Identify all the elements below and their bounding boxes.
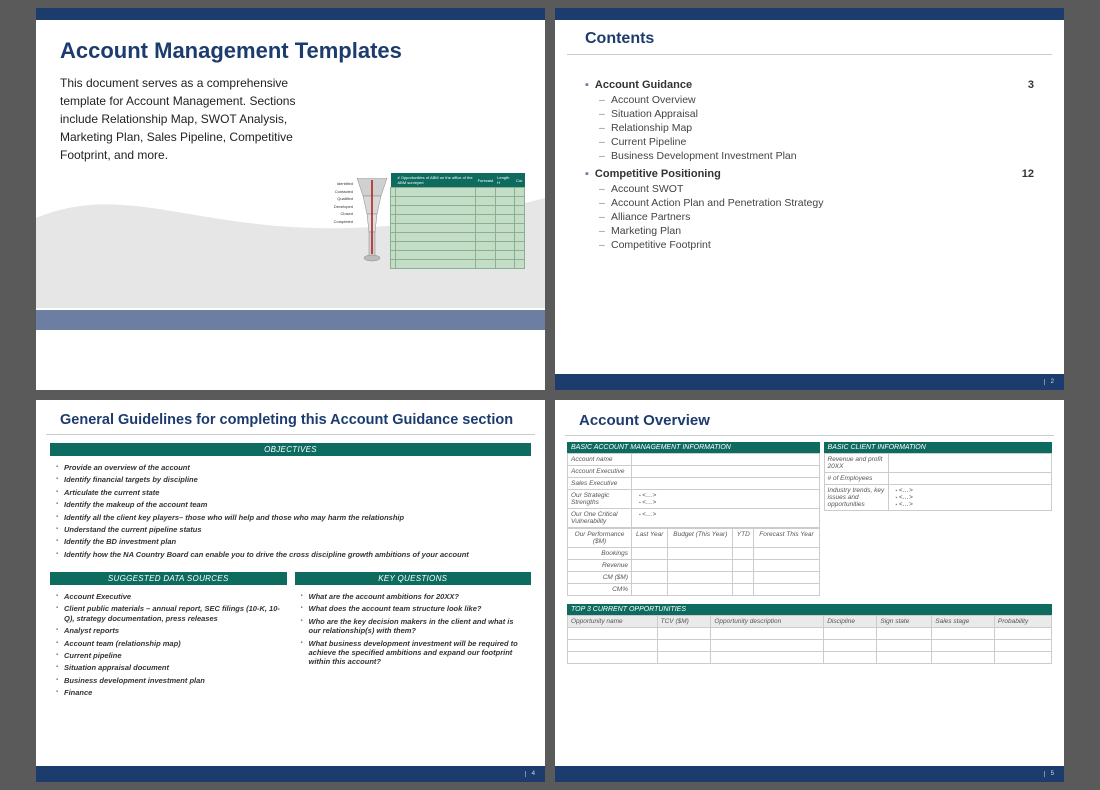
guidelines-body: OBJECTIVES Provide an overview of the ac…	[36, 443, 545, 766]
list-item: Account Executive	[56, 592, 281, 601]
opportunities-header: TOP 3 CURRENT OPPORTUNITIES	[567, 604, 1052, 615]
basic-client-column: BASIC CLIENT INFORMATION Revenue and pro…	[824, 442, 1052, 596]
list-item: Provide an overview of the account	[56, 463, 525, 472]
slide-title: Account Management Templates This docume…	[36, 8, 545, 390]
toc-item: Relationship Map	[585, 122, 1034, 134]
list-item: Identify all the client key players– tho…	[56, 513, 525, 522]
funnel-stage-label: Completed	[334, 218, 353, 226]
toc-section: ▪Account Guidance3	[585, 79, 1034, 91]
list-item: Who are the key decision makers in the c…	[301, 617, 526, 636]
list-item: Client public materials – annual report,…	[56, 604, 281, 623]
questions-list: What are the account ambitions for 20XX?…	[295, 585, 532, 674]
funnel-icon	[357, 178, 387, 268]
slide-account-overview: Account Overview BASIC ACCOUNT MANAGEMEN…	[555, 400, 1064, 782]
opportunities-section: TOP 3 CURRENT OPPORTUNITIES Opportunity …	[567, 604, 1052, 664]
slide-contents: Contents ▪Account Guidance3 Account Overv…	[555, 8, 1064, 390]
funnel-stage-label: Contacted	[334, 188, 353, 196]
contents-title: Contents	[567, 20, 1052, 55]
basic-mgmt-column: BASIC ACCOUNT MANAGEMENT INFORMATION Acc…	[567, 442, 820, 596]
funnel-stage-label: Qualified	[334, 195, 353, 203]
accent-band	[36, 310, 545, 330]
sources-column: SUGGESTED DATA SOURCES Account Executive…	[50, 572, 287, 704]
toc-item: Account Overview	[585, 94, 1034, 106]
list-item: Understand the current pipeline status	[56, 525, 525, 534]
toc-item: Situation Appraisal	[585, 108, 1034, 120]
list-item: Identify the makeup of the account team	[56, 500, 525, 509]
questions-column: KEY QUESTIONS What are the account ambit…	[295, 572, 532, 704]
list-item: Identify the BD investment plan	[56, 537, 525, 546]
toc-item: Account Action Plan and Penetration Stra…	[585, 197, 1034, 209]
toc-item: Business Development Investment Plan	[585, 150, 1034, 162]
main-title: Account Management Templates	[36, 20, 545, 74]
list-item: What business development investment wil…	[301, 639, 526, 667]
slide-footer: 4	[36, 766, 545, 782]
objectives-list: Provide an overview of the account Identi…	[50, 456, 531, 566]
toc-item: Current Pipeline	[585, 136, 1034, 148]
list-item: Account team (relationship map)	[56, 639, 281, 648]
page-number: 2	[1044, 379, 1054, 385]
questions-header: KEY QUESTIONS	[295, 572, 532, 585]
objectives-header: OBJECTIVES	[50, 443, 531, 456]
title-topbar	[36, 8, 545, 20]
slide-guidelines: General Guidelines for completing this A…	[36, 400, 545, 782]
funnel-stage-label: Developed	[334, 203, 353, 211]
toc-body: ▪Account Guidance3 Account Overview Situat…	[555, 55, 1064, 374]
slide-footer: 5	[555, 766, 1064, 782]
mini-pipeline-table: # Opportunities of ABM on the office of …	[390, 173, 525, 269]
page-number: 4	[525, 771, 535, 777]
toc-section: ▪Competitive Positioning12	[585, 168, 1034, 180]
list-item: What are the account ambitions for 20XX?	[301, 592, 526, 601]
list-item: Finance	[56, 688, 281, 697]
funnel-stage-label: Closed	[334, 210, 353, 218]
funnel-stage-label: Identified	[334, 180, 353, 188]
client-table: Revenue and profit 20XX# of EmployeesInd…	[824, 453, 1052, 511]
page-number: 5	[1044, 771, 1054, 777]
slide-footer: 2	[555, 374, 1064, 390]
list-item: Business development investment plan	[56, 676, 281, 685]
list-item: Articulate the current state	[56, 488, 525, 497]
list-item: Identify financial targets by discipline	[56, 475, 525, 484]
sources-list: Account Executive Client public materials…	[50, 585, 287, 704]
toc-item: Alliance Partners	[585, 211, 1034, 223]
list-item: Analyst reports	[56, 626, 281, 635]
client-header: BASIC CLIENT INFORMATION	[824, 442, 1052, 453]
opportunities-table: Opportunity nameTCV ($M)Opportunity desc…	[567, 615, 1052, 664]
toc-item: Account SWOT	[585, 183, 1034, 195]
performance-table: Our Performance ($M)Last YearBudget (Thi…	[567, 528, 820, 596]
overview-title: Account Overview	[565, 400, 1054, 436]
toc-item: Marketing Plan	[585, 225, 1034, 237]
list-item: Situation appraisal document	[56, 663, 281, 672]
list-item: What does the account team structure loo…	[301, 604, 526, 613]
list-item: Identify how the NA Country Board can en…	[56, 550, 525, 559]
mgmt-header: BASIC ACCOUNT MANAGEMENT INFORMATION	[567, 442, 820, 453]
sources-header: SUGGESTED DATA SOURCES	[50, 572, 287, 585]
overview-body: BASIC ACCOUNT MANAGEMENT INFORMATION Acc…	[555, 442, 1064, 766]
funnel-labels: IdentifiedContactedQualifiedDevelopedClo…	[334, 180, 353, 226]
mgmt-table: Account nameAccount ExecutiveSales Execu…	[567, 453, 820, 528]
toc-item: Competitive Footprint	[585, 239, 1034, 251]
guidelines-title: General Guidelines for completing this A…	[46, 400, 535, 435]
list-item: Current pipeline	[56, 651, 281, 660]
main-description: This document serves as a comprehensive …	[36, 74, 336, 164]
contents-topbar	[555, 8, 1064, 20]
